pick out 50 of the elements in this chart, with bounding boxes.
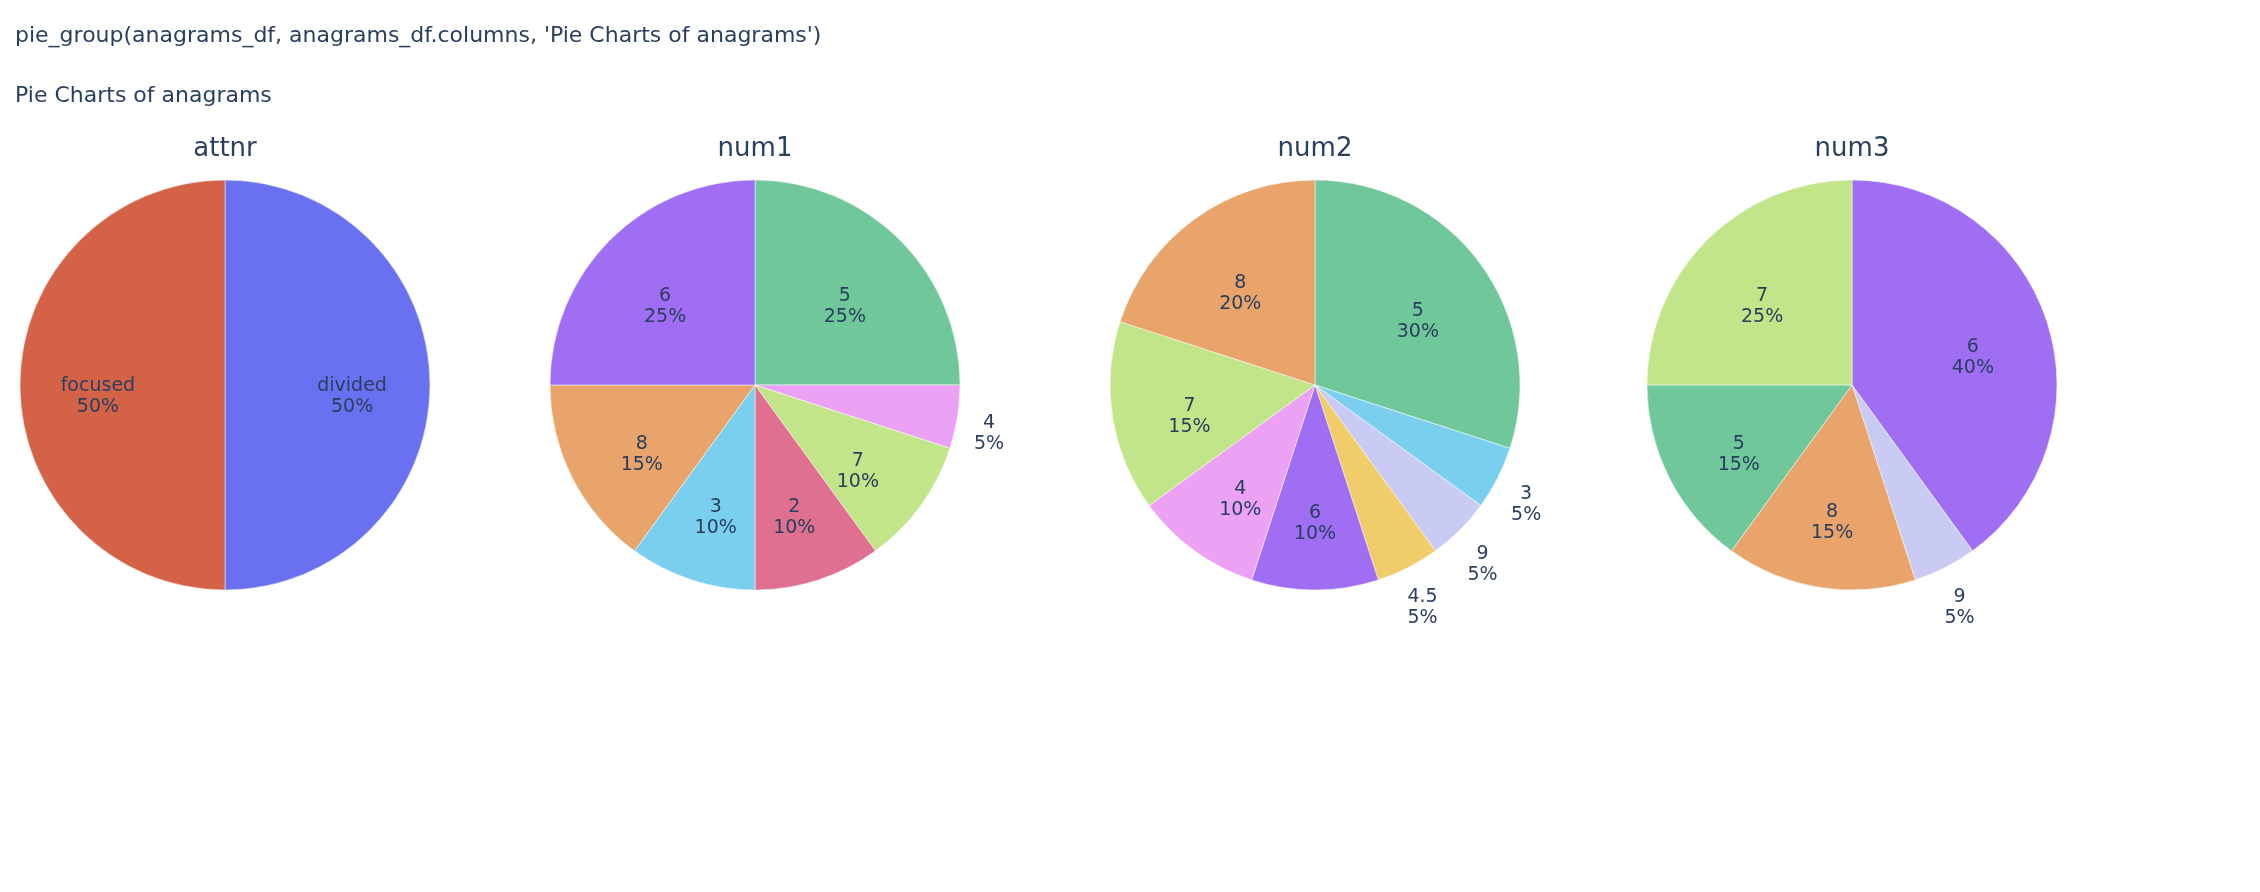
data-label: 25% bbox=[1741, 304, 1784, 327]
slice-label: 6 bbox=[1966, 333, 1979, 356]
slice-label: focused bbox=[60, 373, 136, 395]
slice-label: 2 bbox=[788, 493, 801, 516]
chart-title: num3 bbox=[1814, 132, 1890, 162]
data-label: 10% bbox=[694, 514, 737, 537]
data-label: 15% bbox=[1168, 413, 1211, 436]
chart-title: num1 bbox=[717, 132, 793, 162]
slice-label: 5 bbox=[1732, 430, 1745, 453]
chart-title: attnr bbox=[193, 132, 258, 162]
slice-label: 9 bbox=[1476, 540, 1489, 563]
slice-label: 5 bbox=[838, 283, 851, 306]
data-label: 25% bbox=[644, 304, 687, 327]
data-label: 10% bbox=[836, 468, 879, 491]
data-label: 5% bbox=[1511, 501, 1542, 524]
data-label: 5% bbox=[974, 431, 1005, 454]
slice-label: divided bbox=[317, 373, 387, 395]
data-label: 15% bbox=[1811, 519, 1854, 542]
slice-label: 8 bbox=[1234, 270, 1247, 293]
slice-label: 3 bbox=[1520, 480, 1533, 503]
slice-label: 7 bbox=[1183, 392, 1196, 415]
data-label: 5% bbox=[1944, 605, 1975, 628]
data-label: 5% bbox=[1407, 605, 1438, 628]
data-label: 30% bbox=[1396, 319, 1439, 342]
data-label: 15% bbox=[620, 451, 663, 474]
data-label: 15% bbox=[1717, 451, 1760, 474]
slice-label: 4.5 bbox=[1407, 584, 1438, 607]
slice-label: 7 bbox=[1756, 283, 1769, 306]
chart-title: num2 bbox=[1277, 132, 1353, 162]
slice-label: 8 bbox=[635, 430, 648, 453]
slice-label: 7 bbox=[851, 447, 864, 470]
data-label: 50% bbox=[76, 394, 120, 416]
data-label: 10% bbox=[773, 514, 816, 537]
data-label: 5% bbox=[1467, 561, 1498, 584]
slice-label: 6 bbox=[659, 283, 672, 306]
slice-label: 5 bbox=[1411, 298, 1424, 321]
text: pie_group(anagrams_df, anagrams_df.columns, 'Pie Charts of anagrams') bbox=[15, 22, 822, 48]
data-label: 50% bbox=[330, 394, 374, 416]
data-label: 25% bbox=[823, 304, 866, 327]
data-label: 10% bbox=[1219, 496, 1262, 519]
data-label: 40% bbox=[1951, 354, 1994, 377]
slice-label: 4 bbox=[1234, 475, 1247, 498]
data-label: 10% bbox=[1293, 521, 1337, 544]
slice-label: 8 bbox=[1826, 498, 1839, 521]
slice-label: 3 bbox=[709, 493, 722, 516]
slice-label: 6 bbox=[1308, 500, 1322, 523]
slice-label: 4 bbox=[983, 410, 996, 433]
text: Pie Charts of anagrams bbox=[15, 82, 272, 107]
data-label: 20% bbox=[1219, 291, 1262, 314]
slice-label: 9 bbox=[1953, 584, 1966, 607]
